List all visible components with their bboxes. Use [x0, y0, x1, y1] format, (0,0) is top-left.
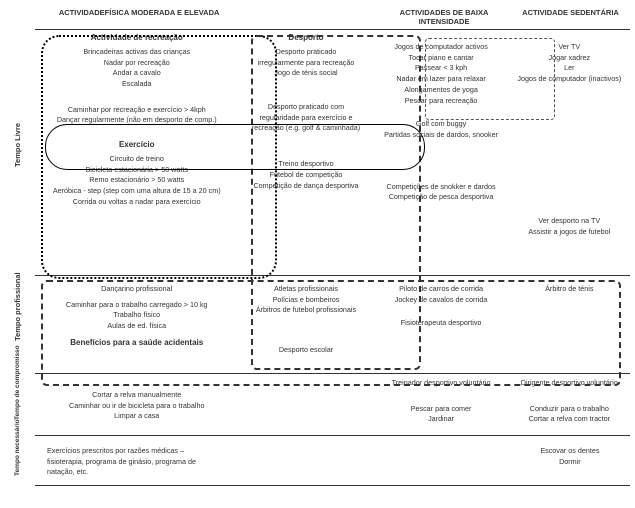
list-item: Bicicleta estacionária > 50 watts — [41, 165, 232, 175]
list-item: Cortar a relva com tractor — [515, 414, 624, 424]
list-item: Polícias e bombeiros — [244, 295, 367, 305]
r2-col3: Piloto de carros de corrida Jockey de ca… — [374, 276, 509, 373]
list-item: Jogos de computador (inactivos) — [515, 74, 624, 84]
r1-col1: Actividade de recreação Brincadeiras act… — [35, 30, 238, 275]
header-col2 — [243, 0, 377, 29]
list-item: Futebol de competição — [244, 170, 367, 180]
list-item: Desporto praticado — [244, 47, 367, 57]
header-col4: ACTIVIDADE SEDENTÁRIA — [511, 0, 630, 29]
subtitle-recreacao: Actividade de recreação — [41, 33, 232, 44]
list-item: Conduzir para o trabalho — [515, 404, 624, 414]
row-tempo-compromisso: Tempo de compromisso Cortar a relva manu… — [35, 374, 630, 436]
list-item: Competição de dança desportiva — [244, 181, 367, 191]
list-item: Árbitro de ténis — [515, 284, 624, 294]
list-item: regularidade para exercício e — [244, 113, 367, 123]
list-item: Escovar os dentes — [516, 446, 624, 456]
list-item: Dançarino profissional — [41, 284, 232, 294]
r1-col2: Desporto Desporto praticado irregularmen… — [238, 30, 373, 275]
list-item: Caminhar ou ir de bicicleta para o traba… — [41, 401, 232, 411]
row-tempo-necessario: Tempo necessário Exercícios prescritos p… — [35, 436, 630, 486]
r2-col1: Dançarino profissional Caminhar para o t… — [35, 276, 238, 373]
r2-col2: Atletas profissionais Polícias e bombeir… — [238, 276, 373, 373]
subtitle-exercicio: Exercício — [41, 140, 232, 151]
row-tempo-livre: Tempo Livre Actividade de recreação Brin… — [35, 30, 630, 276]
list-item: Treinador desportivo voluntário — [380, 378, 503, 388]
list-item: Ver desporto na TV — [515, 216, 624, 226]
list-item: Caminhar para o trabalho carregado > 10 … — [41, 300, 232, 310]
list-item: Cortar a relva manualmente — [41, 390, 232, 400]
r3-col4: Dirigente desportivo voluntário Conduzir… — [509, 374, 630, 435]
list-item: Aulas de ed. física — [41, 321, 232, 331]
r3-col1: Cortar a relva manualmente Caminhar ou i… — [35, 374, 238, 435]
list-item: Pescar para comer — [380, 404, 503, 414]
list-item: Corrida ou voltas a nadar para exercício — [41, 197, 232, 207]
list-item: Nadar em lazer para relaxar — [380, 74, 503, 84]
list-item: Jockey de cavalos de corrida — [380, 295, 503, 305]
list-item: Jogos de computador activos — [380, 42, 503, 52]
row-label-profissional: Tempo profissional — [13, 316, 22, 341]
r2-col4: Árbitro de ténis — [509, 276, 630, 373]
list-item: natação, etc. — [47, 467, 236, 477]
list-item: Alongamentos de yoga — [380, 85, 503, 95]
list-item: Dormir — [516, 457, 624, 467]
row-label-tempo-livre: Tempo Livre — [13, 142, 22, 167]
list-item: Andar a cavalo — [41, 68, 232, 78]
list-item: Jogar xadrez — [515, 53, 624, 63]
list-item: Jogo de ténis social — [244, 68, 367, 78]
list-item: Dirigente desportivo voluntário — [515, 378, 624, 388]
list-item: Assistir a jogos de futebol — [515, 227, 624, 237]
r4-col4: Escovar os dentes Dormir — [510, 436, 630, 485]
r1-col3: Jogos de computador activos Tocar piano … — [374, 30, 509, 275]
r4-col3 — [376, 436, 510, 485]
list-item: Exercícios prescritos por razões médicas… — [47, 446, 236, 456]
r3-col3: Treinador desportivo voluntário Pescar p… — [374, 374, 509, 435]
list-item: Caminhar por recreação e exercício > 4kp… — [41, 105, 232, 115]
list-item: Competição de pesca desportiva — [380, 192, 503, 202]
list-item: Árbitros de futebol profissionais — [244, 305, 367, 315]
list-item: Nadar por recreação — [41, 58, 232, 68]
list-item: Passear < 3 kph — [380, 63, 503, 73]
row-label-necessario: Tempo necessário — [14, 451, 21, 476]
list-item: Limpar a casa — [41, 411, 232, 421]
list-item: Circuito de treino — [41, 154, 232, 164]
list-item: irregularmente para recreação — [244, 58, 367, 68]
list-item: Ler — [515, 63, 624, 73]
r4-col1: Exercícios prescritos por razões médicas… — [35, 436, 242, 485]
list-item: Brincadeiras activas das crianças — [41, 47, 232, 57]
header-col3: ACTIVIDADES DE BAIXA INTENSIDADE — [377, 0, 511, 29]
list-item: Fisioterapeuta desportivo — [380, 318, 503, 328]
list-item: Ver TV — [515, 42, 624, 52]
r3-col2 — [238, 374, 373, 435]
list-item: Partidas sociais de dardos, snooker — [380, 130, 503, 140]
list-item: Golf com buggy — [380, 119, 503, 129]
list-item: fisioterapia, programa de ginásio, progr… — [47, 457, 236, 467]
row-label-compromisso: Tempo de compromisso — [14, 395, 21, 420]
list-item: Pescar para recreação — [380, 96, 503, 106]
list-item: Aeróbica - step (step com uma altura de … — [41, 186, 232, 196]
list-item: Competições de snokker e dardos — [380, 182, 503, 192]
subtitle-beneficios: Benefícios para a saúde acidentais — [41, 338, 232, 349]
list-item: Atletas profissionais — [244, 284, 367, 294]
diagram-container: ACTIVIDADEFÍSICA MODERADA E ELEVADA ACTI… — [35, 0, 630, 503]
r4-col2 — [242, 436, 376, 485]
list-item: Desporto escolar — [244, 345, 367, 355]
list-item: Escalada — [41, 79, 232, 89]
row-tempo-profissional: Tempo profissional Dançarino profissiona… — [35, 276, 630, 374]
list-item: Dançar regularmente (não em desporto de … — [41, 115, 232, 125]
list-item: Piloto de carros de corrida — [380, 284, 503, 294]
list-item: Trabalho físico — [41, 310, 232, 320]
list-item: Treino desportivo — [244, 159, 367, 169]
column-headers: ACTIVIDADEFÍSICA MODERADA E ELEVADA ACTI… — [35, 0, 630, 30]
header-col1: ACTIVIDADEFÍSICA MODERADA E ELEVADA — [35, 0, 243, 29]
r1-col4: Ver TV Jogar xadrez Ler Jogos de computa… — [509, 30, 630, 275]
list-item: Desporto praticado com — [244, 102, 367, 112]
list-item: recreação (e.g. golf & caminhada) — [244, 123, 367, 133]
list-item: Tocar piano e cantar — [380, 53, 503, 63]
subtitle-desporto: Desporto — [244, 33, 367, 44]
list-item: Jardinar — [380, 414, 503, 424]
list-item: Remo estacionário > 50 watts — [41, 175, 232, 185]
